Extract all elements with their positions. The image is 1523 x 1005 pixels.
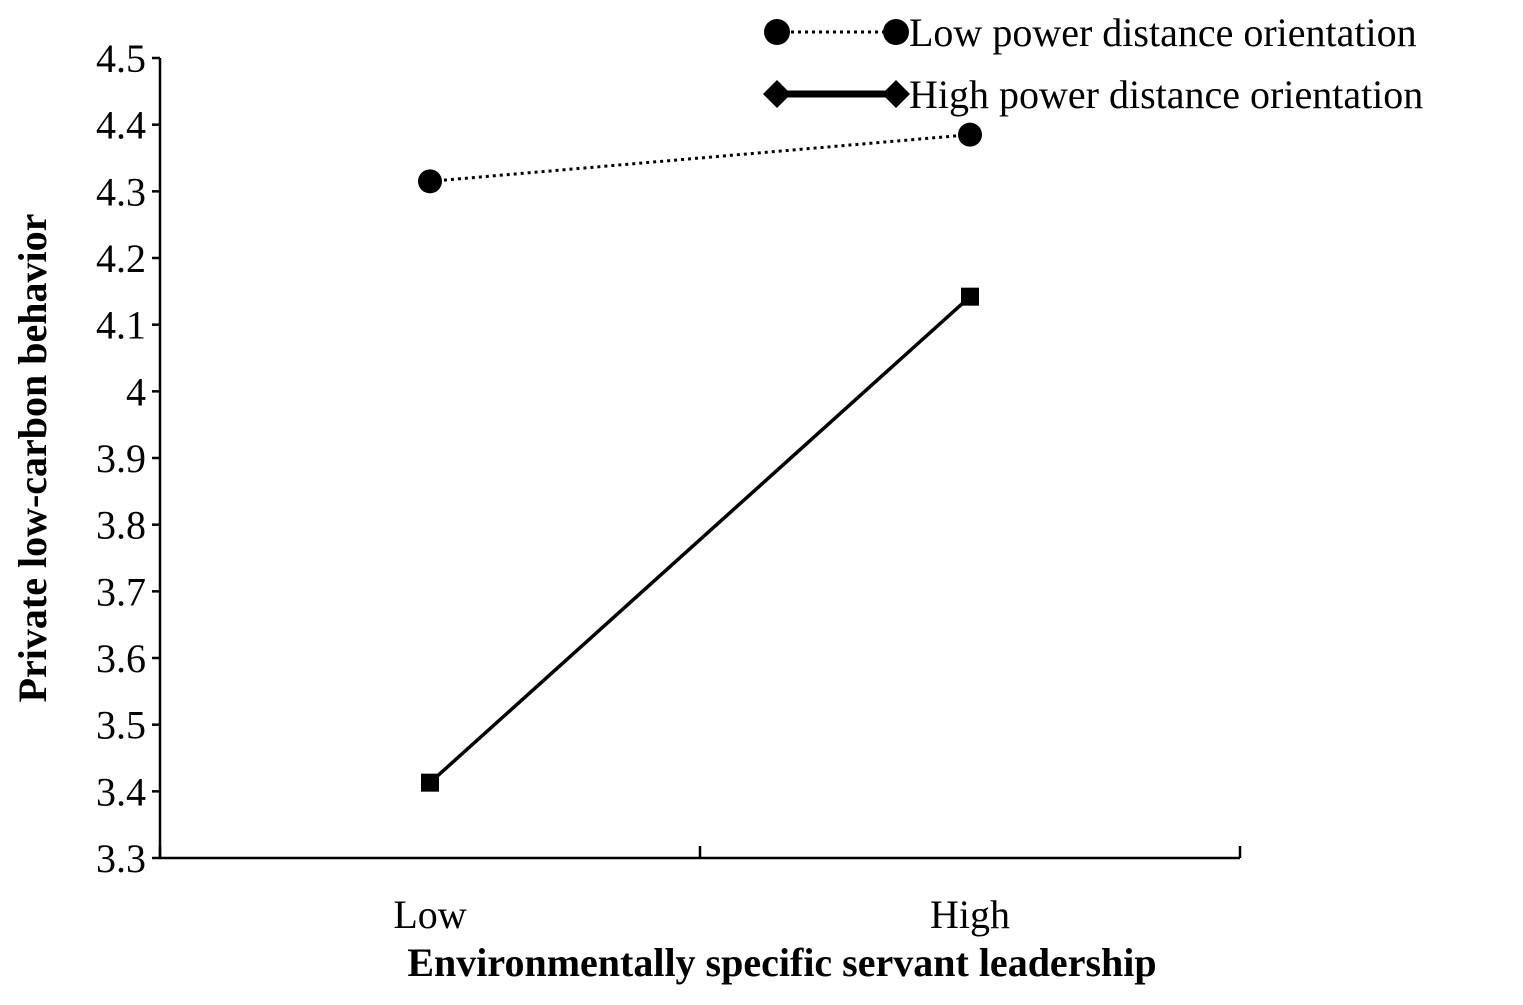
y-tick-label: 3.7: [96, 569, 146, 614]
axes: [158, 58, 1240, 860]
y-tick-label: 3.3: [96, 836, 146, 881]
series-line: [429, 133, 971, 183]
y-tick-label: 3.9: [96, 436, 146, 481]
legend-item: High power distance orientation: [763, 72, 1423, 117]
legend: Low power distance orientation High power…: [763, 10, 1423, 117]
y-axis-title: Private low-carbon behavior: [10, 214, 55, 703]
legend-circle-icon: [764, 19, 790, 45]
y-tick-label: 4.4: [96, 103, 146, 148]
x-tick-label: Low: [393, 892, 466, 937]
legend-diamond-icon: [763, 80, 791, 108]
legend-circle-icon: [883, 19, 909, 45]
y-tick-label: 4: [126, 369, 146, 414]
data-point-square: [961, 287, 979, 306]
series-1: [418, 122, 982, 194]
y-tick-label: 4.1: [96, 303, 146, 348]
series-line: [428, 295, 972, 784]
y-tick-label: 3.6: [96, 636, 146, 681]
data-point-circle: [418, 169, 442, 194]
data-point-circle: [958, 122, 982, 147]
y-tick-label: 3.8: [96, 503, 146, 548]
series: [418, 122, 982, 792]
y-ticks: 3.3 3.4 3.5 3.6 3.7 3.8 3.9 4 4.1 4.2 4.3 4.4 4.5: [96, 36, 160, 881]
y-tick-label: 4.5: [96, 36, 146, 81]
legend-item: Low power distance orientation: [764, 10, 1417, 55]
x-tick-label: High: [930, 892, 1010, 937]
legend-label: Low power distance orientation: [909, 10, 1417, 55]
legend-diamond-icon: [882, 80, 910, 108]
x-axis-title: Environmentally specific servant leaders…: [407, 940, 1156, 985]
y-tick-label: 3.4: [96, 769, 146, 814]
data-point-square: [421, 773, 439, 792]
legend-label: High power distance orientation: [909, 72, 1423, 117]
y-tick-label: 4.2: [96, 236, 146, 281]
y-tick-label: 4.3: [96, 169, 146, 214]
y-tick-label: 3.5: [96, 703, 146, 748]
series-2: [421, 287, 979, 792]
x-ticks: Low High: [158, 846, 1242, 937]
